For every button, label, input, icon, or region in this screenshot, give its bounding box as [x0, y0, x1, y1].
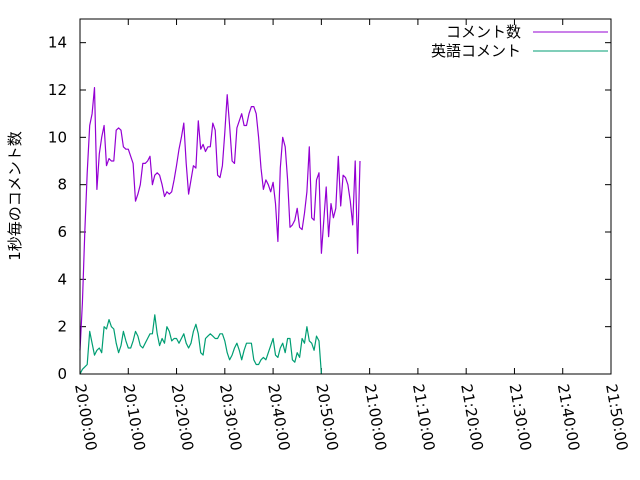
legend-label-comments: コメント数 [446, 23, 521, 41]
y-axis-label: 1秒毎のコメント数 [6, 131, 24, 261]
plot-frame [79, 18, 612, 375]
series-lines [79, 86, 361, 375]
y-axis-ticks: 0 2 4 6 8 10 12 14 [48, 34, 611, 383]
series-line-comments [79, 86, 361, 351]
y-tick-label: 2 [57, 318, 67, 336]
y-tick-label: 10 [48, 128, 67, 146]
y-tick-label: 8 [57, 176, 67, 194]
y-tick-label: 6 [57, 223, 67, 241]
y-tick-label: 0 [57, 365, 67, 383]
legend: コメント数 英語コメント [431, 23, 608, 60]
y-tick-label: 12 [48, 81, 67, 99]
series-line-english-comments [79, 314, 322, 375]
y-tick-label: 14 [48, 34, 67, 52]
legend-label-english-comments: 英語コメント [431, 42, 521, 60]
y-tick-label: 4 [57, 270, 67, 288]
